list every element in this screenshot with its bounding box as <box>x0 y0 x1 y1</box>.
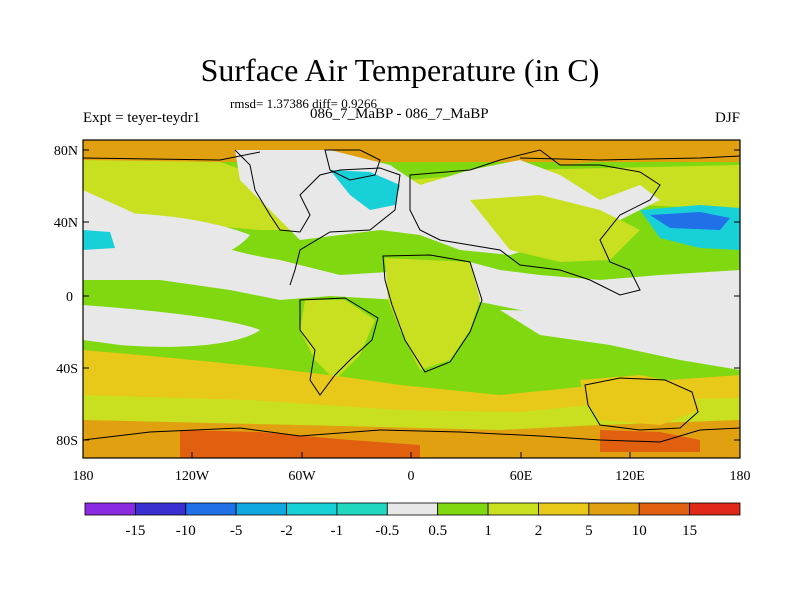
southeast-white-band <box>500 310 740 370</box>
south-white-band <box>83 305 260 347</box>
antarctic-darkorange-patch <box>180 430 420 458</box>
atlantic-white-band <box>83 190 740 330</box>
colorbar-label-6: 0.5 <box>428 523 447 539</box>
subtitle-label: 086_7_MaBP - 086_7_MaBP <box>310 106 489 122</box>
colorbar-label-3: -2 <box>280 523 293 539</box>
colorbar <box>84 502 741 516</box>
lon-label-180w: 180 <box>73 469 94 484</box>
colorbar-swatch-11 <box>638 502 691 516</box>
lon-label-180e: 180 <box>730 469 751 484</box>
west-white-blob <box>83 213 250 267</box>
lon-label-120w: 120W <box>175 469 210 484</box>
stats-label: rmsd= 1.37386 diff= 0.9266 <box>230 96 377 111</box>
antarctic-darkorange-patch-east <box>600 430 700 452</box>
colorbar-swatch-6 <box>386 502 439 516</box>
north-pacific-blue-patch <box>650 212 730 230</box>
antarctica-outline <box>83 427 740 443</box>
colorbar-swatch-7 <box>437 502 489 516</box>
west-pacific-cyan-patch <box>83 230 115 250</box>
mideast-orange-patch <box>540 150 620 165</box>
colorbar-swatch-8 <box>487 502 539 516</box>
colorbar-label-2: -5 <box>230 523 243 539</box>
colorbar-swatch-4 <box>286 502 338 516</box>
colorbar-swatch-9 <box>538 502 590 516</box>
colorbar-label-10: 10 <box>632 523 647 539</box>
colorbar-labels: -15 -10 -5 -2 -1 -0.5 0.5 1 2 5 10 15 <box>125 523 697 539</box>
lon-label-60w: 60W <box>288 469 316 484</box>
colorbar-swatch-1 <box>134 502 187 516</box>
lat-label-40s: 40S <box>56 362 78 377</box>
colorbar-swatch-10 <box>588 502 640 516</box>
south-america-outline <box>299 297 379 396</box>
australia-outline <box>584 377 699 431</box>
lat-label-80n: 80N <box>54 144 78 159</box>
coastlines <box>83 149 740 443</box>
colorbar-swatch-12 <box>689 502 741 516</box>
lat-label-40n: 40N <box>54 216 78 231</box>
experiment-label: Expt = teyer-teydr1 <box>83 110 201 126</box>
australia-region <box>580 375 700 425</box>
chart-title: Surface Air Temperature (in C) <box>200 52 600 88</box>
colorbar-label-0: -15 <box>125 523 145 539</box>
colorbar-label-11: 15 <box>682 523 697 539</box>
lon-label-60e: 60E <box>510 469 533 484</box>
colorbar-label-1: -10 <box>176 523 196 539</box>
lon-label-120e: 120E <box>615 469 645 484</box>
colorbar-label-4: -1 <box>331 523 344 539</box>
greenland-outline <box>324 149 381 181</box>
colorbar-label-8: 2 <box>535 523 543 539</box>
colorbar-swatch-3 <box>235 502 287 516</box>
lon-label-0: 0 <box>408 469 415 484</box>
south-yellow-band <box>83 395 740 430</box>
colorbar-label-7: 1 <box>484 523 492 539</box>
colorbar-swatch-0 <box>84 502 136 516</box>
africa-region <box>385 258 480 370</box>
africa-outline <box>382 254 483 373</box>
temperature-field <box>83 140 740 458</box>
season-label: DJF <box>714 110 740 126</box>
asia-yellow-region <box>470 195 640 262</box>
eurasia-outline <box>409 149 661 296</box>
north-atlantic-cyan-patch <box>330 170 400 210</box>
lon-axis <box>82 452 741 458</box>
colorbar-label-5: -0.5 <box>375 523 399 539</box>
arctic-edge-outline <box>83 151 740 161</box>
colorbar-swatch-2 <box>185 502 237 516</box>
lat-label-80s: 80S <box>56 434 78 449</box>
north-america-outline <box>234 149 401 286</box>
lat-axis <box>83 149 740 441</box>
colorbar-swatch-5 <box>336 502 388 516</box>
lat-label-0: 0 <box>66 290 73 305</box>
colorbar-label-9: 5 <box>585 523 593 539</box>
south-america-region <box>300 300 375 380</box>
